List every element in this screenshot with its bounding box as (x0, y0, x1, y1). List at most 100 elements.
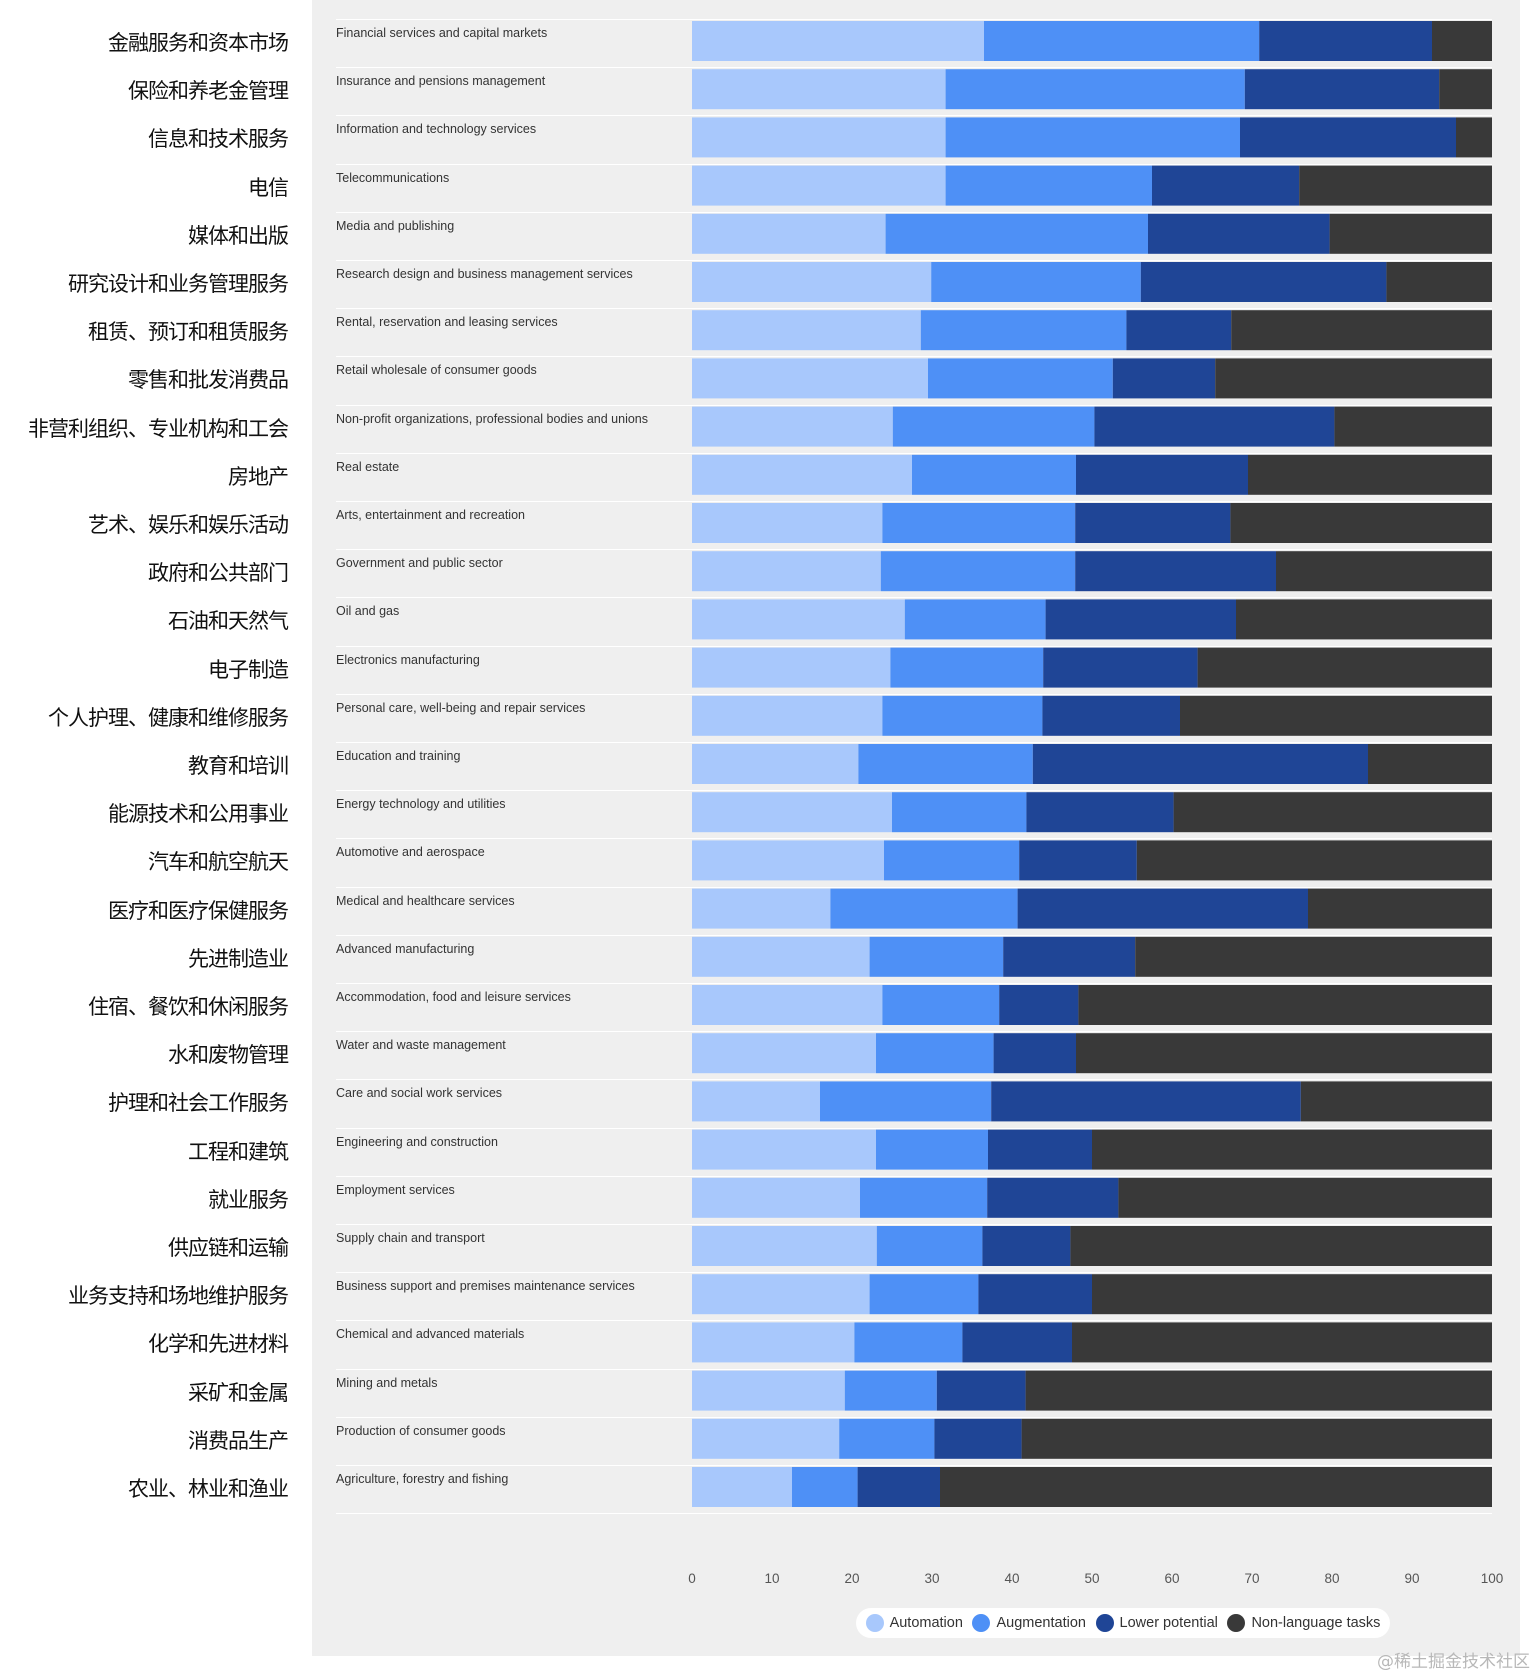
category-label-zh: 个人护理、健康和维修服务 (48, 705, 289, 730)
bar-segment-lower-potential (1126, 310, 1232, 351)
category-label-zh: 先进制造业 (188, 946, 289, 971)
bar-segment-non-language-tasks (1276, 551, 1492, 592)
category-label-zh: 就业服务 (208, 1187, 289, 1212)
bar-segment-augmentation (882, 503, 1076, 543)
category-label-zh: 工程和建筑 (188, 1139, 289, 1164)
bar-segment-lower-potential (1019, 840, 1137, 881)
bar-segment-automation (692, 262, 932, 302)
legend-swatch-lower-potential (1095, 1614, 1114, 1632)
row-separator (336, 1224, 1492, 1225)
x-tick-label: 20 (844, 1571, 859, 1586)
bar-segment-automation (692, 1467, 792, 1507)
bar-segment-augmentation (882, 985, 1000, 1025)
bar-segment-augmentation (945, 165, 1152, 206)
bar-segment-automation (692, 213, 886, 254)
x-tick-label: 40 (1004, 1571, 1019, 1586)
bar-segment-automation (692, 406, 893, 447)
bar-segment-augmentation (869, 1274, 979, 1315)
category-label-zh: 金融服务和资本市场 (108, 31, 289, 55)
x-tick-label: 80 (1324, 1571, 1339, 1586)
category-label-zh: 政府和公共部门 (148, 561, 289, 586)
row-separator (336, 211, 1492, 213)
legend-label-lower-potential: Lower potential (1119, 1615, 1218, 1631)
bar-segment-lower-potential (982, 1226, 1071, 1266)
bar-segment-lower-potential (1003, 936, 1136, 977)
bar-segment-non-language-tasks (1025, 1370, 1492, 1411)
category-label-en: Information and technology services (336, 122, 537, 137)
bar-segment-non-language-tasks (1248, 454, 1492, 495)
legend-item-augmentation: Augmentation (972, 1614, 1086, 1632)
bar-segment-non-language-tasks (1021, 1418, 1492, 1459)
category-label-en: Employment services (336, 1182, 455, 1197)
row-separator (336, 1031, 1492, 1033)
bar-segment-lower-potential (1043, 647, 1198, 688)
row-separator (336, 115, 1492, 117)
row-separator (336, 693, 1492, 695)
bar-segment-augmentation (792, 1467, 858, 1507)
category-label-en: Energy technology and utilities (336, 797, 506, 812)
bar-segment-non-language-tasks (1136, 840, 1492, 881)
row-separator (336, 1272, 1492, 1274)
bar-segment-augmentation (869, 936, 1004, 977)
category-label-en: Electronics manufacturing (336, 652, 480, 667)
category-label-zh: 消费品生产 (188, 1428, 289, 1453)
category-label-zh: 电子制造 (208, 657, 289, 682)
category-label-en: Agriculture, forestry and fishing (336, 1472, 509, 1486)
category-label-en: Automotive and aerospace (336, 845, 485, 860)
x-tick-label: 70 (1244, 1571, 1259, 1586)
bar-segment-augmentation (876, 1226, 983, 1266)
row-separator (336, 452, 1492, 454)
x-tick-label: 30 (924, 1571, 939, 1586)
bar-segment-automation (692, 1418, 840, 1459)
category-label-zh: 教育和培训 (188, 754, 289, 778)
x-tick-label: 50 (1084, 1571, 1099, 1586)
category-label-en: Mining and metals (336, 1375, 438, 1390)
category-label-zh: 医疗和医疗保健服务 (108, 898, 289, 923)
bar-segment-augmentation (892, 792, 1027, 833)
bar-segment-augmentation (912, 454, 1076, 495)
bar-segment-non-language-tasks (1308, 888, 1492, 929)
bar-segment-lower-potential (1042, 695, 1180, 736)
bar-segment-non-language-tasks (1456, 117, 1492, 158)
row-separator (336, 549, 1492, 551)
bar-segment-lower-potential (1032, 744, 1368, 784)
bar-segment-automation (692, 1274, 870, 1315)
bar-segment-augmentation (858, 744, 1033, 784)
row-separator (336, 790, 1492, 792)
bar-segment-non-language-tasks (1215, 358, 1492, 399)
bar-segment-automation (692, 647, 891, 688)
category-label-zh: 水和废物管理 (168, 1043, 289, 1068)
row-separator (336, 838, 1492, 840)
bar-segment-non-language-tasks (1299, 165, 1492, 206)
row-separator (336, 19, 1492, 20)
legend-label-non-language: Non-language tasks (1251, 1615, 1381, 1631)
category-label-en: Care and social work services (336, 1086, 503, 1101)
bar-segment-lower-potential (1075, 551, 1276, 592)
category-label-en: Rental, reservation and leasing services (336, 315, 558, 330)
category-label-zh: 零售和批发消费品 (128, 368, 289, 393)
watermark: @稀土掘金技术社区 (1377, 1652, 1530, 1672)
category-label-en: Production of consumer goods (336, 1423, 506, 1438)
bar-segment-augmentation (880, 551, 1076, 592)
row-separator (336, 1416, 1492, 1418)
bar-segment-non-language-tasks (1118, 1177, 1492, 1218)
category-label-zh: 农业、林业和渔业 (128, 1477, 289, 1501)
row-separator (336, 645, 1492, 647)
bar-segment-non-language-tasks (1236, 599, 1492, 640)
bar-segment-lower-potential (978, 1274, 1092, 1315)
bar-segment-lower-potential (1240, 117, 1456, 158)
bar-segment-automation (692, 310, 921, 351)
legend: Automation Augmentation Lower potential … (856, 1608, 1390, 1638)
row-separator (336, 597, 1492, 599)
category-label-en: Arts, entertainment and recreation (336, 508, 525, 522)
bar-segment-non-language-tasks (1230, 503, 1492, 543)
category-label-en: Engineering and construction (336, 1134, 498, 1149)
category-label-zh: 护理和社会工作服务 (108, 1091, 289, 1116)
category-label-en: Education and training (336, 749, 461, 763)
bar-segment-lower-potential (934, 1418, 1022, 1459)
legend-label-augmentation: Augmentation (996, 1615, 1086, 1631)
bar-segment-augmentation (920, 310, 1127, 351)
bar-segment-lower-potential (988, 1129, 1092, 1170)
bar-segment-automation (692, 69, 946, 110)
